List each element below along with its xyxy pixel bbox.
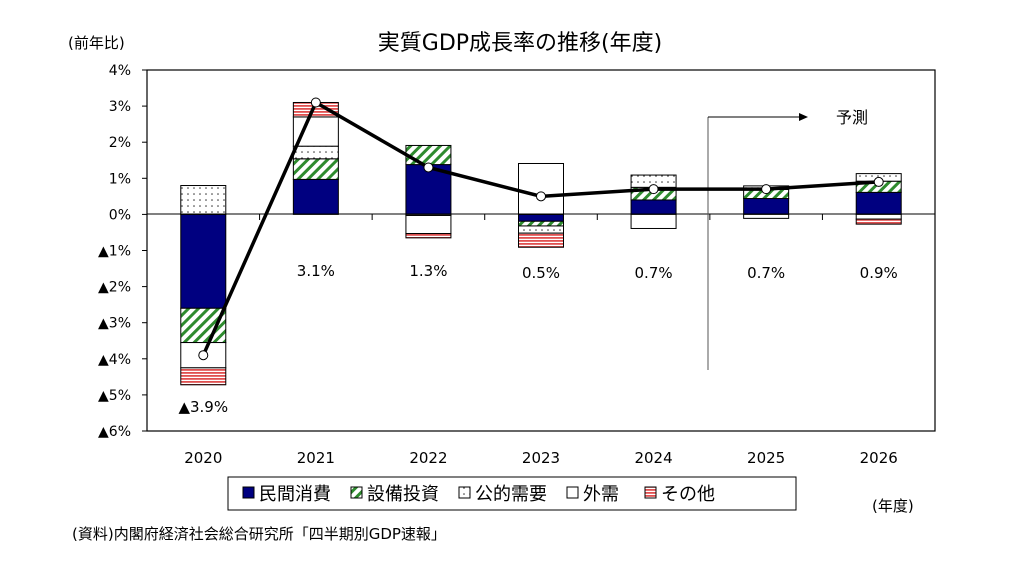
bar-2022-外需	[405, 214, 452, 235]
bar-2026-外需	[855, 213, 902, 220]
x-tick-label: 2022	[409, 449, 447, 467]
x-tick-label: 2020	[184, 449, 222, 467]
bar-2020-その他	[180, 367, 227, 386]
bar-2023-外需	[518, 162, 564, 215]
bar-2021-公的需要	[292, 145, 339, 160]
bar-2022-その他	[405, 233, 452, 239]
y-tick-label: 3%	[109, 99, 131, 115]
bar-2026-その他	[855, 218, 902, 225]
legend-label: 設備投資	[367, 484, 439, 505]
growth-point-2025	[761, 184, 772, 195]
y-tick-label: 0%	[109, 207, 131, 223]
bar-2026-民間消費	[855, 191, 902, 215]
bar-2020-公的需要	[180, 185, 227, 215]
bar-2023-設備投資	[518, 220, 564, 227]
legend-label: 公的需要	[475, 484, 547, 505]
growth-data-label: ▲3.9%	[178, 398, 228, 416]
y-tick-label: ▲3%	[98, 316, 131, 332]
bar-2023-その他	[518, 232, 564, 248]
y-tick-label: ▲5%	[98, 388, 131, 404]
x-tick-label: 2026	[860, 449, 898, 467]
growth-data-label: 3.1%	[297, 262, 335, 280]
bar-2020-民間消費	[180, 213, 227, 309]
growth-data-label: 1.3%	[409, 262, 447, 280]
legend-swatch-公的需要	[458, 486, 471, 499]
y-tick-label: ▲6%	[98, 424, 131, 440]
growth-point-2024	[648, 184, 659, 195]
bar-2024-民間消費	[630, 199, 677, 215]
y-tick-label: 1%	[109, 171, 131, 187]
y-axis-label: (前年比)	[68, 34, 125, 52]
bar-2023-公的需要	[518, 225, 564, 234]
growth-data-label: 0.5%	[522, 264, 560, 282]
growth-data-label: 0.7%	[747, 264, 785, 282]
growth-data-label: 0.9%	[860, 264, 898, 282]
plot-area	[146, 69, 936, 432]
y-tick-label: ▲4%	[98, 352, 131, 368]
bar-2021-設備投資	[292, 158, 339, 180]
legend-swatch-外需	[566, 486, 579, 499]
y-tick-label: ▲1%	[98, 244, 131, 260]
y-tick-label: 2%	[109, 135, 131, 151]
x-tick-label: 2023	[522, 449, 560, 467]
bar-2021-外需	[292, 116, 339, 147]
legend-label: 民間消費	[259, 484, 331, 505]
legend-label: 外需	[583, 484, 619, 505]
growth-data-label: 0.7%	[635, 264, 673, 282]
growth-point-2022	[423, 162, 434, 173]
legend-swatch-その他	[644, 486, 657, 499]
x-axis-label: (年度)	[872, 497, 914, 515]
forecast-marker: 予測	[707, 108, 868, 370]
legend-swatch-民間消費	[242, 486, 255, 499]
bar-2025-外需	[743, 213, 790, 219]
growth-point-2021	[310, 97, 321, 108]
bar-2020-設備投資	[180, 307, 227, 344]
legend-label: その他	[661, 484, 715, 505]
x-tick-label: 2025	[747, 449, 785, 467]
source-note: (資料)内閣府経済社会総合研究所「四半期別GDP速報」	[72, 525, 446, 543]
legend-swatch-設備投資	[350, 486, 363, 499]
growth-point-2020	[198, 350, 209, 361]
y-tick-label: ▲2%	[98, 280, 131, 296]
forecast-label: 予測	[836, 108, 868, 127]
bar-2022-設備投資	[405, 144, 452, 166]
growth-point-2026	[873, 176, 884, 187]
legend: 民間消費 設備投資 公的需要 外需 その他	[227, 476, 797, 511]
x-tick-label: 2024	[634, 449, 672, 467]
y-tick-label: 4%	[109, 63, 131, 79]
x-tick-label: 2021	[297, 449, 335, 467]
bar-2023-民間消費	[518, 213, 564, 222]
growth-point-2023	[536, 191, 546, 202]
bar-2025-民間消費	[743, 198, 790, 215]
bar-2021-民間消費	[292, 178, 339, 215]
chart-title: 実質GDP成長率の推移(年度)	[378, 31, 662, 56]
bar-2024-外需	[630, 213, 677, 229]
